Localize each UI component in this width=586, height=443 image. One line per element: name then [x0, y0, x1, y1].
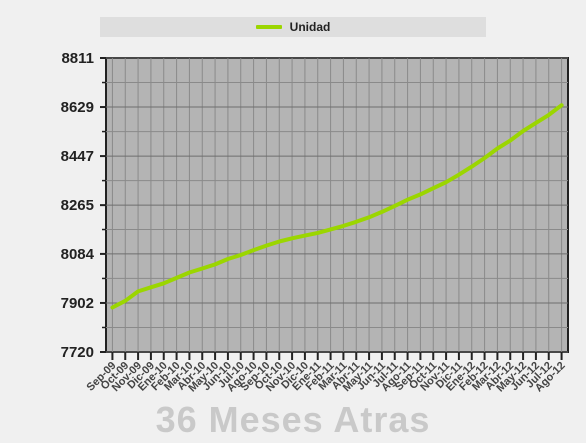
legend-swatch	[255, 25, 282, 29]
y-tick-label: 8447	[61, 148, 94, 165]
chart-legend: Unidad	[100, 17, 486, 37]
y-axis: 7720 7902 8084 8265 8447 8629 8811	[61, 50, 106, 361]
grid-lines	[106, 57, 568, 353]
legend-label: Unidad	[289, 20, 331, 34]
x-axis: Sep-09Oct-09Nov-09Dic-09Ene-10Feb-10Mar-…	[85, 352, 568, 394]
y-tick-label: 8265	[61, 197, 94, 214]
series-layer	[110, 103, 564, 310]
chart-watermark: 36 Meses Atras	[155, 399, 431, 440]
y-tick-label: 7902	[61, 295, 94, 312]
y-tick-label: 8811	[61, 50, 94, 67]
y-tick-label: 7720	[61, 344, 94, 361]
y-tick-label: 8629	[61, 99, 94, 116]
series-line-unidad	[110, 103, 564, 310]
y-tick-label: 8084	[61, 246, 95, 263]
